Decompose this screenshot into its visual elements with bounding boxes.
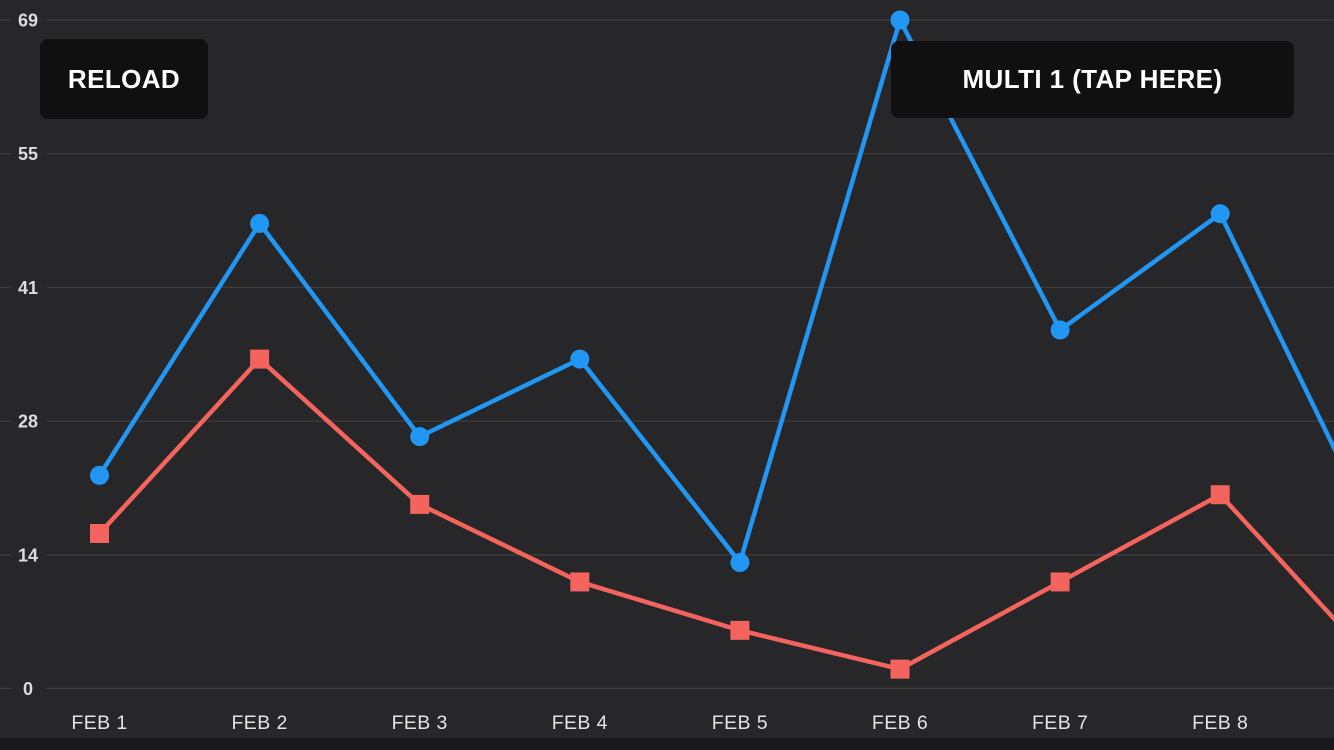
x-axis-label-feb-3: FEB 3 bbox=[392, 712, 448, 734]
series-2-red-point-feb-7[interactable] bbox=[1050, 572, 1070, 592]
x-axis-label-feb-7: FEB 7 bbox=[1032, 712, 1088, 734]
series-1-blue-point-feb-5[interactable] bbox=[730, 553, 750, 573]
series-2-red-point-feb-1[interactable] bbox=[90, 523, 109, 543]
y-tick-label-bg bbox=[11, 141, 47, 166]
x-axis-label-feb-2: FEB 2 bbox=[232, 712, 288, 734]
series-1-blue-point-feb-6[interactable] bbox=[890, 10, 910, 30]
x-axis-label-feb-5: FEB 5 bbox=[712, 712, 768, 734]
x-axis-label-feb-1: FEB 1 bbox=[71, 712, 127, 734]
y-axis-tick-label-41: 41 bbox=[18, 278, 38, 298]
series-1-blue-point-feb-4[interactable] bbox=[570, 349, 590, 369]
x-axis-label-feb-4: FEB 4 bbox=[552, 712, 608, 734]
y-tick-label-bg bbox=[11, 8, 47, 32]
series-2-red-point-feb-4[interactable] bbox=[570, 572, 590, 592]
series-1-blue-point-feb-2[interactable] bbox=[250, 213, 270, 233]
y-tick-label-bg bbox=[11, 542, 47, 567]
series-1-blue-point-feb-8[interactable] bbox=[1210, 204, 1230, 224]
x-axis-label-feb-8: FEB 8 bbox=[1192, 712, 1248, 734]
y-axis-tick-label-14: 14 bbox=[18, 545, 38, 565]
series-2-red-point-feb-3[interactable] bbox=[410, 494, 430, 514]
reload-button[interactable]: RELOAD bbox=[40, 39, 208, 119]
y-axis-tick-label-69: 69 bbox=[18, 11, 38, 31]
bottom-bar bbox=[0, 738, 1334, 750]
series-1-blue-point-feb-3[interactable] bbox=[410, 427, 430, 447]
series-2-red-point-feb-6[interactable] bbox=[890, 659, 910, 679]
y-tick-label-bg bbox=[11, 275, 47, 300]
series-2-red-point-feb-2[interactable] bbox=[250, 349, 270, 369]
y-tick-label-bg bbox=[11, 676, 47, 701]
y-axis-tick-label-55: 55 bbox=[18, 144, 38, 164]
x-axis-label-feb-6: FEB 6 bbox=[872, 712, 928, 734]
multi-1-tap-here-button[interactable]: MULTI 1 (TAP HERE) bbox=[891, 41, 1294, 118]
y-axis-tick-label-28: 28 bbox=[18, 412, 38, 432]
series-1-blue-point-feb-7[interactable] bbox=[1050, 320, 1070, 340]
series-2-red-point-feb-8[interactable] bbox=[1210, 485, 1230, 505]
y-axis-tick-label-0: 0 bbox=[23, 679, 33, 699]
series-2-red-line bbox=[97, 356, 1334, 672]
series-1-blue-point-feb-1[interactable] bbox=[90, 465, 109, 485]
y-tick-label-bg bbox=[11, 409, 47, 434]
series-2-red-point-feb-5[interactable] bbox=[730, 620, 750, 640]
